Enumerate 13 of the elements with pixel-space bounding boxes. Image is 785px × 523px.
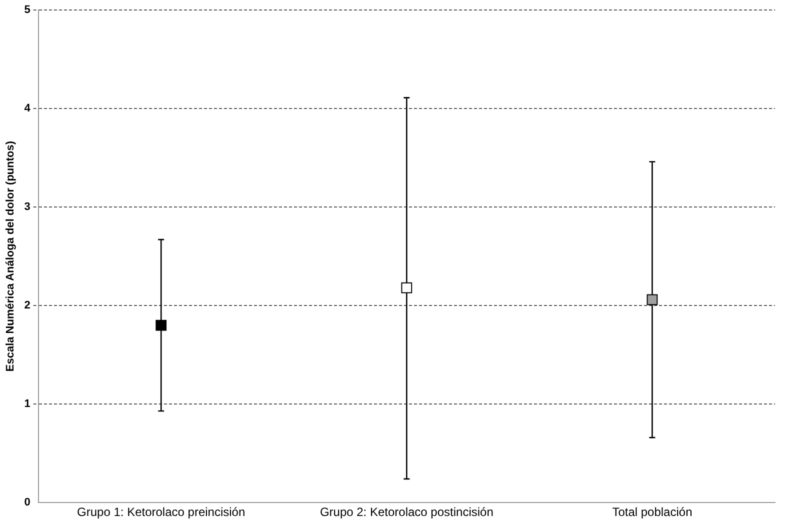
y-tick-label: 5 [24,4,30,16]
x-tick-label: Grupo 2: Ketorolaco postincisión [320,505,494,520]
y-tick-label: 2 [24,300,30,312]
y-tick-label: 3 [24,201,30,214]
point [401,282,412,294]
point [646,294,658,306]
y-tick-label: 0 [24,496,30,509]
y-tick-label: 4 [24,102,32,115]
y-tick-label: 1 [24,398,30,410]
x-tick-label: Total población [612,505,692,520]
y-axis-title: Escala Numérica Análoga del dolor (puntos) [4,140,17,372]
x-tick-label: Grupo 1: Ketorolaco preincisión [77,505,246,520]
point [156,320,167,331]
